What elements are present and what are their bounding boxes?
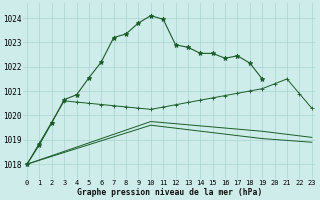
X-axis label: Graphe pression niveau de la mer (hPa): Graphe pression niveau de la mer (hPa) <box>77 188 262 197</box>
